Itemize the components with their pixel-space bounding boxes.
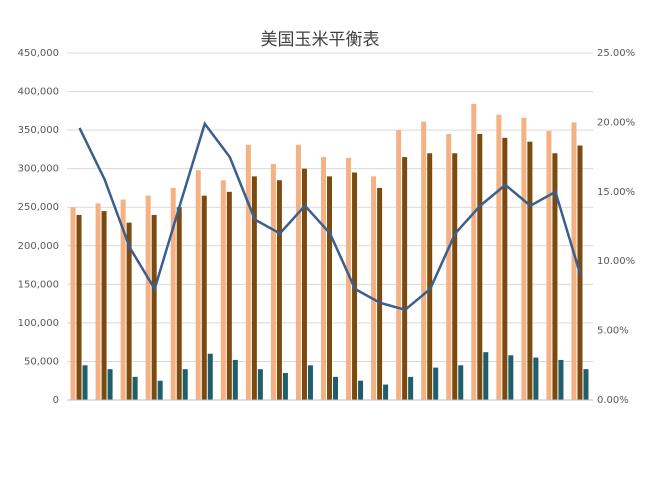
y-tick-label: 0: [53, 395, 59, 406]
y2-tick-label: 0.00%: [597, 395, 629, 406]
y2-tick-label: 5.00%: [597, 326, 629, 337]
bar: [321, 157, 326, 400]
bar: [346, 157, 352, 400]
bar: [333, 376, 338, 400]
bar: [157, 380, 163, 400]
bar: [527, 141, 533, 400]
bar: [301, 168, 307, 400]
chart-title: 美国玉米平衡表: [261, 30, 380, 50]
bar: [145, 195, 151, 400]
bar: [427, 153, 433, 400]
bar: [446, 133, 452, 400]
bar: [458, 365, 464, 400]
bar: [533, 357, 539, 400]
bar: [483, 352, 489, 400]
y-tick-label: 250,000: [18, 202, 59, 213]
bar: [552, 153, 558, 400]
bar: [583, 369, 589, 400]
bar: [558, 359, 564, 400]
bar: [220, 180, 226, 400]
bar: [270, 164, 276, 400]
bar: [107, 369, 113, 400]
bar: [477, 133, 483, 400]
bar: [126, 222, 132, 400]
bar: [496, 114, 502, 400]
bar: [282, 373, 288, 400]
bar: [76, 214, 82, 400]
y-tick-label: 450,000: [18, 48, 59, 59]
bar: [195, 170, 201, 400]
y-tick-label: 100,000: [18, 318, 59, 329]
bar: [571, 122, 577, 401]
bar: [546, 130, 552, 401]
line: [78, 121, 582, 312]
bar: [408, 376, 414, 400]
y-tick-label: 150,000: [18, 279, 59, 290]
bar: [257, 369, 263, 400]
bar: [151, 214, 157, 400]
bar: [307, 365, 313, 400]
bar: [170, 187, 176, 400]
bar: [101, 211, 107, 400]
bar: [502, 137, 508, 401]
y2-tick-label: 15.00%: [597, 187, 635, 198]
y-tick-label: 50,000: [24, 356, 59, 367]
bar: [508, 355, 514, 400]
bar: [295, 144, 301, 400]
bar: [226, 191, 232, 400]
bar: [521, 117, 527, 401]
bar: [95, 203, 101, 400]
y-tick-label: 350,000: [18, 125, 59, 136]
y-tick-label: 400,000: [18, 87, 59, 98]
bar: [396, 130, 402, 400]
bar: [433, 367, 439, 400]
y-tick-label: 200,000: [18, 241, 59, 252]
bar: [377, 187, 383, 400]
y2-tick-label: 25.00%: [597, 48, 635, 59]
bar: [207, 353, 213, 400]
y2-tick-label: 10.00%: [597, 256, 635, 267]
bar: [251, 176, 257, 400]
y2-tick-label: 20.00%: [597, 117, 635, 128]
bar: [182, 369, 188, 400]
bar: [383, 384, 389, 400]
bar: [120, 199, 126, 400]
bar: [70, 207, 76, 400]
bar: [201, 195, 207, 400]
bar: [327, 176, 332, 400]
bar: [232, 359, 238, 400]
bar: [132, 376, 138, 400]
bar: [471, 103, 477, 400]
bar: [358, 380, 364, 400]
bar: [276, 180, 282, 400]
bar: [82, 365, 88, 400]
bar: [452, 153, 458, 400]
y-tick-label: 300,000: [18, 164, 59, 175]
bar: [176, 207, 182, 400]
bar: [245, 144, 251, 400]
bar: [402, 157, 408, 400]
bar: [421, 121, 427, 400]
bar: [371, 176, 377, 400]
